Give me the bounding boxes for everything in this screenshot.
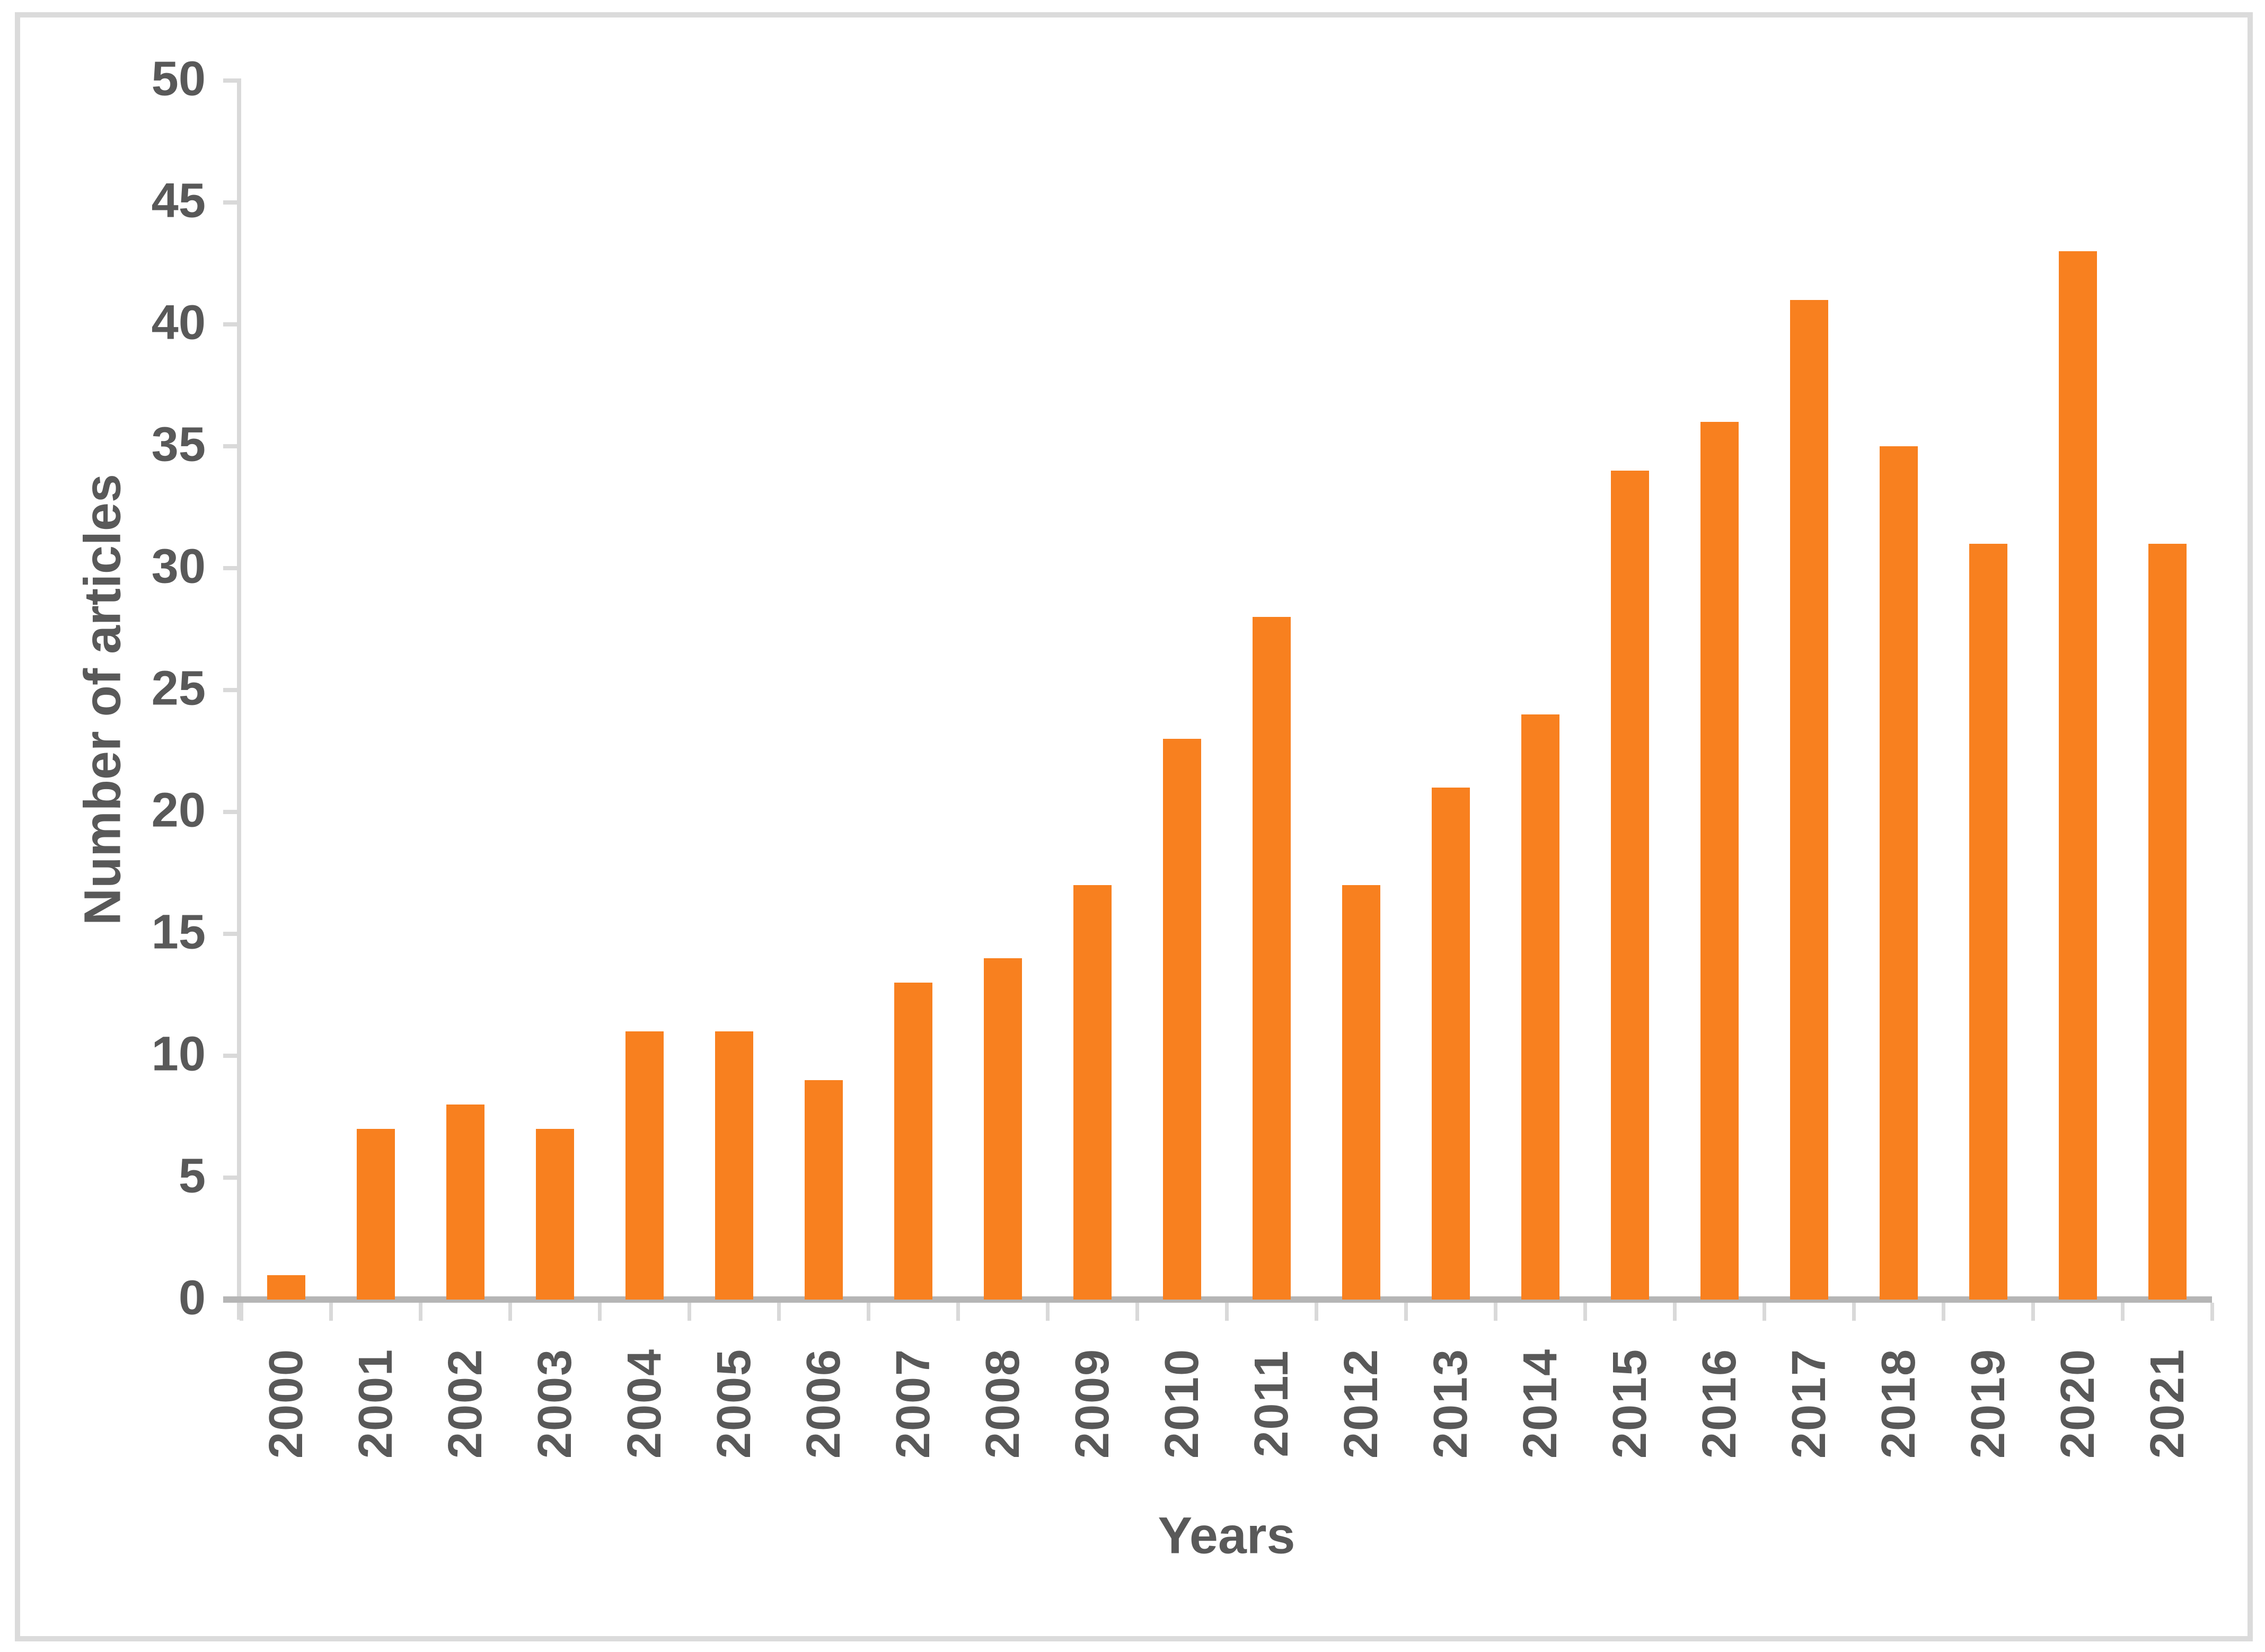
x-tick (688, 1303, 691, 1321)
x-tick-label-2018: 2018 (1872, 1348, 1925, 1459)
x-tick-label-2016: 2016 (1693, 1348, 1746, 1459)
x-tick (329, 1303, 333, 1321)
x-tick (1583, 1303, 1587, 1321)
x-tick (1046, 1303, 1050, 1321)
x-tick (419, 1303, 422, 1321)
bar-2006 (805, 1080, 843, 1300)
x-tick-label-2001: 2001 (349, 1348, 402, 1459)
x-tick (1494, 1303, 1497, 1321)
x-tick (2121, 1303, 2125, 1321)
bar-2018 (1880, 446, 1918, 1300)
bar-2020 (2059, 251, 2097, 1300)
x-tick (240, 1303, 243, 1321)
y-tick (223, 810, 241, 814)
x-tick (1673, 1303, 1677, 1321)
x-tick (867, 1303, 870, 1321)
bar-2013 (1432, 788, 1470, 1300)
bar-2012 (1342, 885, 1380, 1300)
x-tick-label-2011: 2011 (1245, 1349, 1298, 1457)
bar-2002 (446, 1105, 484, 1300)
x-tick-label-2010: 2010 (1155, 1348, 1209, 1459)
x-tick (1135, 1303, 1139, 1321)
x-tick-label-2021: 2021 (2140, 1348, 2194, 1459)
bar-2004 (625, 1031, 664, 1300)
y-tick-label-45: 45 (151, 173, 206, 228)
x-tick-label-2015: 2015 (1603, 1348, 1656, 1459)
x-tick (598, 1303, 602, 1321)
bar-2005 (715, 1031, 753, 1300)
bar-2000 (267, 1275, 305, 1300)
y-tick (223, 688, 241, 692)
bar-2019 (1969, 544, 2007, 1300)
y-tick-label-20: 20 (151, 783, 206, 837)
x-tick-label-2013: 2013 (1424, 1348, 1477, 1459)
x-tick-label-2002: 2002 (438, 1348, 492, 1459)
x-tick (1404, 1303, 1408, 1321)
x-tick (1762, 1303, 1766, 1321)
y-tick (223, 932, 241, 936)
y-tick (223, 566, 241, 570)
bar-2001 (357, 1129, 395, 1300)
y-tick (223, 200, 241, 205)
y-tick-label-50: 50 (151, 51, 206, 106)
bar-2021 (2148, 544, 2187, 1300)
bar-2017 (1790, 300, 1828, 1300)
bar-2016 (1700, 422, 1739, 1300)
y-tick (223, 444, 241, 448)
y-tick (223, 1176, 241, 1180)
bar-2015 (1611, 471, 1649, 1300)
x-tick (2031, 1303, 2035, 1321)
bar-2010 (1163, 739, 1201, 1300)
bar-2009 (1073, 885, 1112, 1300)
y-axis-line (237, 81, 241, 1320)
x-tick (1315, 1303, 1318, 1321)
x-tick-label-2019: 2019 (1961, 1348, 2015, 1459)
y-tick (223, 1054, 241, 1058)
x-tick (1942, 1303, 1945, 1321)
bar-2008 (984, 958, 1022, 1300)
x-tick-label-2003: 2003 (528, 1348, 581, 1459)
x-tick (956, 1303, 960, 1321)
bar-2014 (1521, 714, 1559, 1300)
x-tick-label-2014: 2014 (1513, 1348, 1567, 1459)
x-tick-label-2017: 2017 (1782, 1348, 1836, 1459)
x-tick-label-2000: 2000 (259, 1348, 313, 1459)
y-tick-label-0: 0 (178, 1270, 206, 1325)
y-tick-label-35: 35 (151, 417, 206, 472)
y-tick (223, 322, 241, 326)
y-tick-label-40: 40 (151, 295, 206, 350)
y-tick-label-30: 30 (151, 539, 206, 594)
y-tick-label-10: 10 (151, 1027, 206, 1081)
bar-2011 (1253, 617, 1291, 1300)
x-tick-label-2005: 2005 (707, 1348, 761, 1459)
bar-2003 (536, 1129, 574, 1300)
x-tick (777, 1303, 781, 1321)
x-tick (1225, 1303, 1229, 1321)
bar-2007 (894, 983, 932, 1300)
x-axis-title: Years (1158, 1506, 1295, 1565)
x-tick-label-2008: 2008 (976, 1348, 1029, 1459)
x-tick-label-2004: 2004 (618, 1348, 671, 1459)
x-tick-label-2020: 2020 (2051, 1348, 2104, 1459)
x-tick-label-2007: 2007 (886, 1348, 940, 1459)
y-tick (223, 78, 241, 83)
x-tick (1852, 1303, 1856, 1321)
x-tick (2210, 1303, 2214, 1321)
x-tick-label-2009: 2009 (1065, 1348, 1119, 1459)
x-tick-label-2012: 2012 (1334, 1348, 1388, 1459)
y-tick-label-5: 5 (178, 1149, 206, 1203)
y-axis-title: Number of articles (73, 474, 131, 925)
x-tick-label-2006: 2006 (797, 1348, 850, 1459)
y-tick-label-15: 15 (151, 905, 206, 959)
x-tick (508, 1303, 512, 1321)
y-tick-label-25: 25 (151, 661, 206, 715)
